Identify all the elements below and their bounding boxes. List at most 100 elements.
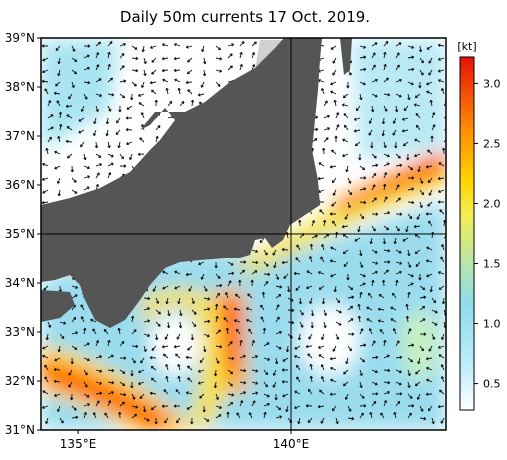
arrow	[323, 127, 331, 131]
arrow	[371, 163, 379, 167]
arrow	[395, 381, 402, 386]
arrow	[213, 381, 218, 389]
arrow	[68, 381, 73, 388]
lat-label: 35°N	[5, 227, 35, 241]
arrow	[330, 246, 337, 251]
arrow	[437, 345, 445, 349]
arrow	[70, 357, 74, 365]
arrow	[359, 93, 363, 101]
arrow	[282, 357, 289, 362]
arrow	[137, 152, 145, 156]
arrow	[383, 380, 391, 385]
arrow	[95, 64, 100, 71]
arrow	[215, 283, 223, 288]
arrow	[320, 364, 325, 371]
lon-label: 140°E	[273, 437, 310, 451]
arrow	[368, 292, 373, 299]
arrow	[332, 189, 337, 196]
arrow	[215, 57, 223, 61]
arrow	[245, 307, 253, 311]
arrow	[83, 153, 87, 161]
arrow	[42, 390, 49, 395]
arrow	[175, 353, 181, 359]
arrow	[119, 381, 126, 387]
arrow	[283, 273, 289, 279]
arrow	[383, 105, 388, 112]
arrow	[318, 285, 325, 290]
arrow	[419, 405, 424, 412]
arrow	[227, 280, 232, 287]
arrow	[359, 328, 364, 335]
arrow	[41, 79, 49, 83]
arrow	[179, 309, 183, 317]
arrow	[131, 344, 139, 349]
arrow	[190, 333, 195, 341]
arrow	[402, 237, 409, 242]
arrow	[335, 417, 339, 425]
arrow	[330, 45, 337, 50]
arrow	[425, 259, 433, 263]
arrow	[395, 52, 400, 59]
arrow	[131, 45, 138, 50]
arrow	[233, 319, 241, 323]
arrow	[343, 261, 349, 267]
arrow	[383, 249, 391, 253]
arrow	[343, 369, 349, 375]
arrow	[105, 129, 109, 137]
arrow	[438, 285, 445, 290]
arrow	[107, 51, 111, 59]
arrow	[71, 189, 78, 194]
arrow	[321, 297, 326, 305]
arrow	[83, 165, 90, 170]
arrow	[198, 261, 205, 266]
arrow	[330, 90, 337, 95]
arrow	[425, 357, 433, 361]
arrow	[275, 316, 280, 323]
arrow	[161, 345, 169, 349]
arrow	[149, 391, 157, 395]
arrow	[131, 69, 139, 73]
arrow	[319, 209, 325, 215]
arrow	[383, 400, 388, 407]
arrow	[395, 400, 401, 407]
arrow	[371, 52, 376, 59]
arrow	[83, 411, 87, 419]
arrow	[119, 356, 127, 360]
arrow	[309, 243, 314, 251]
arrow	[317, 345, 325, 349]
arrow	[226, 411, 230, 419]
arrow	[236, 412, 241, 419]
arrow	[235, 328, 241, 335]
arrow	[377, 319, 385, 323]
arrow	[143, 333, 150, 337]
arrow	[308, 333, 313, 340]
arrow	[119, 341, 125, 347]
arrow	[407, 165, 414, 171]
arrow	[323, 100, 328, 107]
arrow	[331, 149, 337, 155]
arrow	[311, 234, 318, 239]
arrow	[330, 81, 337, 86]
arrow	[71, 45, 76, 52]
arrow	[251, 381, 259, 385]
lat-label: 34°N	[5, 276, 35, 290]
arrow	[41, 44, 49, 48]
arrow	[107, 172, 112, 179]
arrow	[438, 389, 445, 395]
arrow	[437, 271, 445, 275]
arrow	[333, 99, 337, 107]
arrow	[239, 368, 247, 373]
arrow	[143, 69, 147, 77]
arrow	[347, 295, 355, 299]
arrow	[281, 260, 289, 265]
arrow	[431, 124, 436, 131]
arrow	[130, 315, 135, 323]
arrow	[305, 404, 313, 408]
arrow	[71, 316, 77, 323]
arrow	[71, 177, 77, 183]
arrow	[294, 390, 301, 395]
arrow	[223, 317, 229, 323]
arrow	[45, 147, 49, 155]
arrow	[357, 303, 361, 311]
